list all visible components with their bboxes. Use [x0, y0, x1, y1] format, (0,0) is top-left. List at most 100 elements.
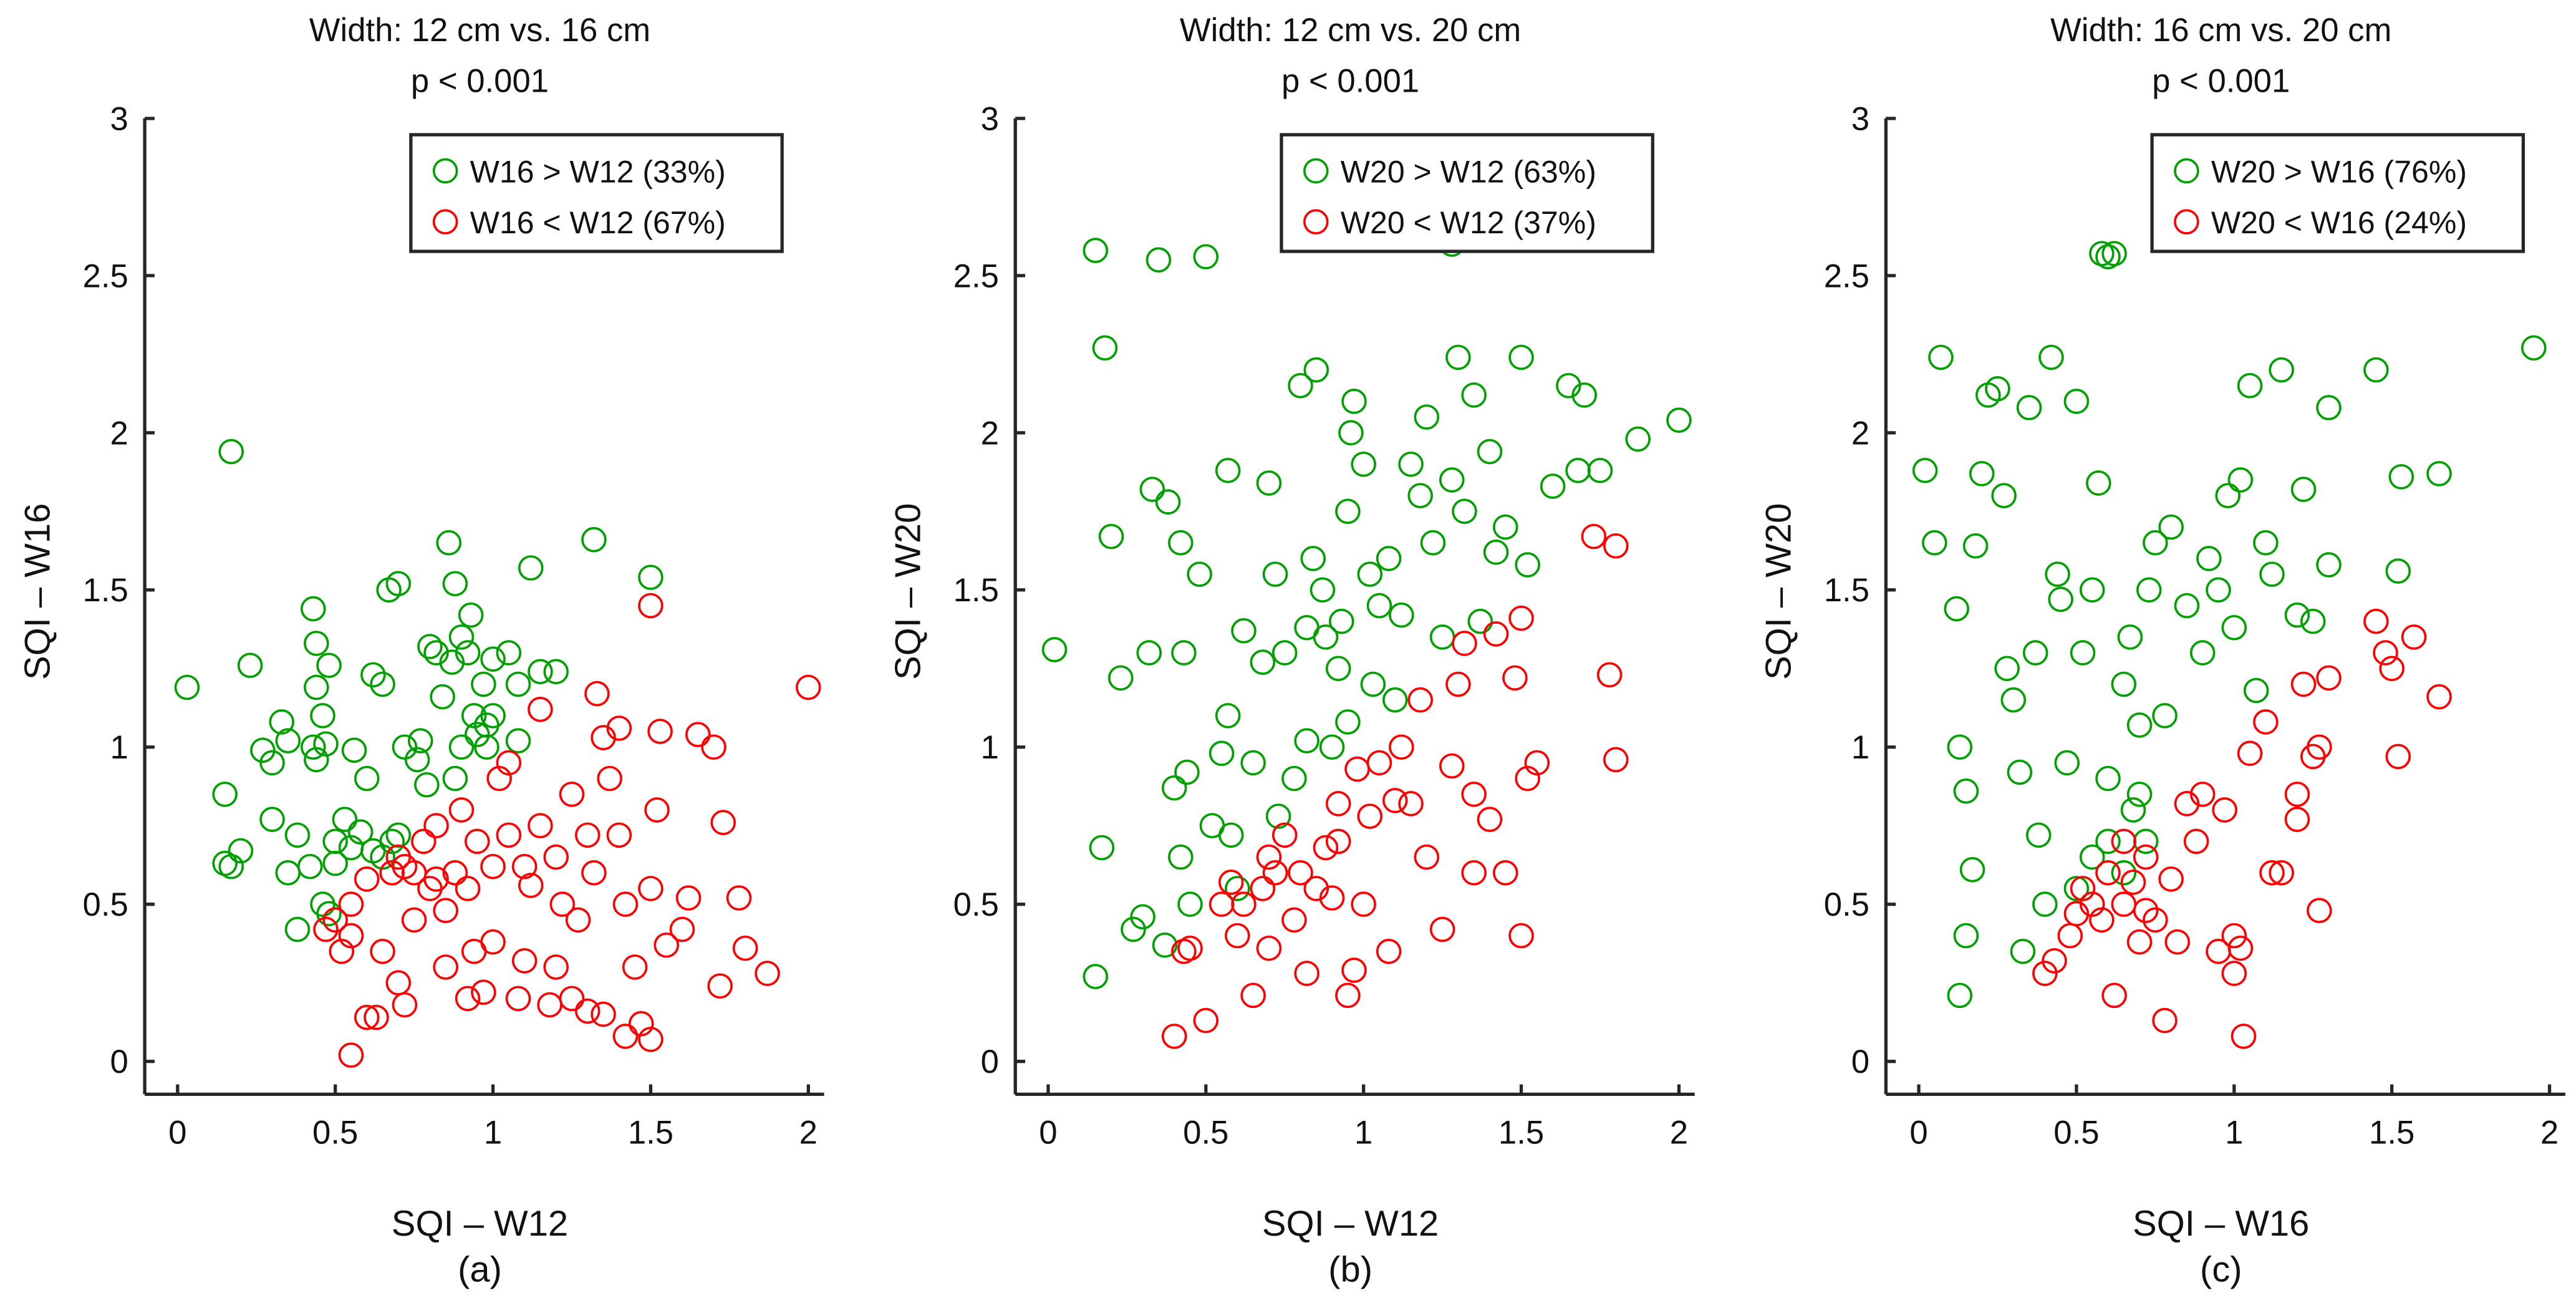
data-point: [2133, 844, 2159, 870]
data-point: [1146, 247, 1172, 273]
data-point: [2426, 461, 2452, 487]
data-point: [505, 671, 531, 697]
y-tick-label: 0.5: [1824, 886, 1869, 923]
data-point: [379, 828, 405, 855]
data-point: [2126, 782, 2153, 807]
data-point: [338, 1042, 364, 1068]
data-point: [2237, 372, 2263, 399]
data-point: [174, 674, 200, 700]
data-point: [2521, 335, 2547, 361]
data-point: [2290, 477, 2317, 502]
data-point: [2045, 561, 2070, 587]
data-point: [370, 939, 395, 964]
data-point: [480, 703, 506, 729]
data-point: [1218, 822, 1244, 848]
data-point: [755, 961, 780, 986]
data-point: [1414, 844, 1440, 870]
x-tick-label: 0.5: [2053, 1114, 2099, 1151]
legend-box: [1280, 133, 1654, 253]
data-point: [2095, 765, 2121, 792]
legend: W16 > W12 (33%) W16 < W12 (67%): [409, 133, 784, 253]
data-point: [401, 907, 427, 933]
data-point: [2237, 740, 2263, 767]
data-point: [2111, 891, 2137, 918]
data-point: [1171, 640, 1197, 666]
data-point: [442, 571, 468, 597]
data-point: [2183, 828, 2209, 855]
data-point: [1168, 844, 1194, 870]
data-point: [1571, 382, 1597, 408]
data-point: [505, 986, 531, 1012]
data-point: [685, 722, 711, 747]
data-point: [543, 954, 569, 980]
y-tick-label: 2: [1851, 415, 1869, 452]
data-point: [654, 932, 680, 958]
data-point: [322, 907, 348, 933]
data-point: [1603, 747, 1629, 773]
data-point: [237, 652, 263, 679]
data-point: [442, 860, 468, 886]
data-point: [1452, 498, 1477, 525]
data-point: [1515, 552, 1540, 578]
data-point: [322, 828, 348, 855]
data-point: [411, 828, 437, 855]
data-point: [2010, 939, 2036, 964]
data-point: [2042, 948, 2067, 974]
data-point: [2079, 891, 2105, 918]
data-point: [370, 671, 395, 697]
data-point: [354, 765, 380, 792]
legend-marker-icon: [1303, 209, 1329, 235]
data-point: [417, 634, 443, 659]
data-point: [338, 923, 364, 949]
data-point: [471, 979, 496, 1005]
legend-label: W16 < W12 (67%): [470, 205, 726, 240]
data-point: [304, 631, 329, 656]
data-point: [1991, 483, 2017, 508]
data-point: [1389, 734, 1414, 760]
data-point: [2385, 743, 2411, 770]
data-point: [423, 866, 449, 892]
data-point: [1912, 458, 1938, 483]
data-point: [1928, 344, 1954, 371]
data-point: [1994, 656, 2020, 682]
legend-label: W16 > W12 (33%): [470, 154, 726, 189]
data-point: [1313, 624, 1339, 650]
data-point: [1288, 372, 1313, 399]
data-point: [591, 1001, 616, 1027]
data-point: [1502, 665, 1528, 691]
data-point: [565, 907, 591, 933]
data-point: [2063, 389, 2090, 414]
data-point: [1492, 514, 1518, 540]
data-point: [559, 986, 585, 1012]
data-point: [1382, 788, 1408, 813]
data-point: [2158, 514, 2184, 540]
data-point: [1193, 244, 1219, 269]
x-tick-label: 2: [2540, 1114, 2559, 1151]
y-axis-label: SQI – W20: [1759, 503, 1799, 680]
data-point: [2158, 866, 2184, 892]
data-point: [1969, 461, 1995, 487]
y-tick-label: 2.5: [83, 258, 128, 294]
data-point: [275, 728, 301, 753]
y-tick-label: 1.5: [83, 572, 128, 609]
chart-subtitle: p < 0.001: [2152, 63, 2290, 100]
data-point: [300, 734, 326, 760]
x-axis-label: SQI – W12: [1262, 1204, 1439, 1244]
data-point: [2079, 577, 2105, 603]
data-point: [364, 1004, 389, 1030]
x-axis-label: SQI – W16: [2133, 1204, 2309, 1244]
data-point: [647, 719, 673, 744]
data-point: [2253, 709, 2279, 735]
data-point: [1985, 376, 2010, 402]
chart-subtitle: p < 0.001: [411, 63, 549, 100]
data-point: [528, 697, 553, 722]
legend-label: W20 > W16 (76%): [2211, 154, 2467, 189]
data-point: [584, 680, 610, 707]
data-point: [2253, 530, 2279, 556]
data-point: [1492, 860, 1518, 886]
data-point: [1414, 404, 1440, 430]
data-point: [1445, 671, 1471, 697]
data-point: [2215, 483, 2241, 508]
data-point: [1256, 844, 1282, 870]
panel-label: (c): [2200, 1250, 2242, 1290]
